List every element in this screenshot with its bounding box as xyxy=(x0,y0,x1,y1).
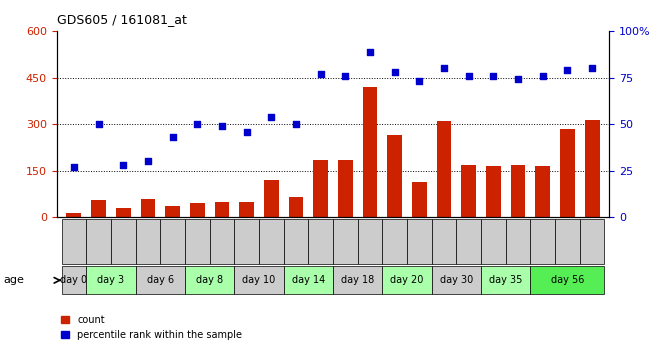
FancyBboxPatch shape xyxy=(382,266,432,294)
Text: day 18: day 18 xyxy=(341,275,374,285)
FancyBboxPatch shape xyxy=(234,266,284,294)
Text: day 10: day 10 xyxy=(242,275,276,285)
Point xyxy=(537,73,548,79)
Bar xyxy=(288,197,304,217)
Bar xyxy=(313,160,328,217)
FancyBboxPatch shape xyxy=(358,219,382,264)
Bar xyxy=(338,160,353,217)
Point xyxy=(143,159,153,164)
FancyBboxPatch shape xyxy=(555,219,580,264)
Point xyxy=(488,73,499,79)
Point xyxy=(414,79,425,84)
FancyBboxPatch shape xyxy=(505,219,530,264)
Text: day 56: day 56 xyxy=(551,275,584,285)
FancyBboxPatch shape xyxy=(432,219,456,264)
Point xyxy=(365,49,376,54)
Bar xyxy=(486,166,501,217)
Text: day 30: day 30 xyxy=(440,275,473,285)
Text: day 0: day 0 xyxy=(61,275,87,285)
FancyBboxPatch shape xyxy=(161,219,185,264)
Bar xyxy=(585,119,599,217)
Point xyxy=(241,129,252,135)
FancyBboxPatch shape xyxy=(580,219,605,264)
Point xyxy=(390,69,400,75)
Bar xyxy=(264,180,278,217)
FancyBboxPatch shape xyxy=(136,266,185,294)
Point xyxy=(290,121,301,127)
FancyBboxPatch shape xyxy=(234,219,259,264)
Bar xyxy=(560,129,575,217)
Point xyxy=(439,66,450,71)
Bar xyxy=(67,213,81,217)
FancyBboxPatch shape xyxy=(185,219,210,264)
FancyBboxPatch shape xyxy=(481,219,505,264)
FancyBboxPatch shape xyxy=(111,219,136,264)
FancyBboxPatch shape xyxy=(382,219,407,264)
FancyBboxPatch shape xyxy=(530,219,555,264)
Bar xyxy=(165,206,180,217)
Point xyxy=(266,114,276,119)
FancyBboxPatch shape xyxy=(333,219,358,264)
Text: day 3: day 3 xyxy=(97,275,125,285)
Bar xyxy=(437,121,452,217)
FancyBboxPatch shape xyxy=(136,219,161,264)
Bar xyxy=(141,199,155,217)
Bar xyxy=(535,166,550,217)
Point xyxy=(464,73,474,79)
Text: day 8: day 8 xyxy=(196,275,223,285)
Text: day 6: day 6 xyxy=(147,275,174,285)
FancyBboxPatch shape xyxy=(86,266,136,294)
FancyBboxPatch shape xyxy=(530,266,605,294)
FancyBboxPatch shape xyxy=(259,219,284,264)
Point xyxy=(513,77,523,82)
Point xyxy=(315,71,326,77)
Bar xyxy=(362,87,378,217)
Point xyxy=(167,135,178,140)
Text: age: age xyxy=(3,275,24,285)
Point xyxy=(587,66,597,71)
Bar xyxy=(462,165,476,217)
FancyBboxPatch shape xyxy=(284,219,308,264)
FancyBboxPatch shape xyxy=(210,219,234,264)
Bar xyxy=(91,200,106,217)
FancyBboxPatch shape xyxy=(481,266,530,294)
FancyBboxPatch shape xyxy=(61,266,86,294)
FancyBboxPatch shape xyxy=(308,219,333,264)
Bar xyxy=(511,165,525,217)
Point xyxy=(216,123,227,129)
Bar xyxy=(116,208,131,217)
Bar xyxy=(239,202,254,217)
Point xyxy=(118,162,129,168)
FancyBboxPatch shape xyxy=(61,219,86,264)
FancyBboxPatch shape xyxy=(86,219,111,264)
Point xyxy=(192,121,202,127)
Text: day 20: day 20 xyxy=(390,275,424,285)
FancyBboxPatch shape xyxy=(456,219,481,264)
Point xyxy=(340,73,351,79)
FancyBboxPatch shape xyxy=(185,266,234,294)
Text: GDS605 / 161081_at: GDS605 / 161081_at xyxy=(57,13,186,26)
Bar xyxy=(412,181,427,217)
Text: day 35: day 35 xyxy=(489,275,522,285)
Bar xyxy=(190,203,204,217)
Point xyxy=(69,164,79,170)
Point xyxy=(93,121,104,127)
FancyBboxPatch shape xyxy=(432,266,481,294)
Bar xyxy=(214,202,229,217)
Legend: count, percentile rank within the sample: count, percentile rank within the sample xyxy=(61,315,242,340)
Text: day 14: day 14 xyxy=(292,275,325,285)
FancyBboxPatch shape xyxy=(407,219,432,264)
FancyBboxPatch shape xyxy=(284,266,333,294)
FancyBboxPatch shape xyxy=(333,266,382,294)
Bar xyxy=(388,135,402,217)
Point xyxy=(562,67,573,73)
